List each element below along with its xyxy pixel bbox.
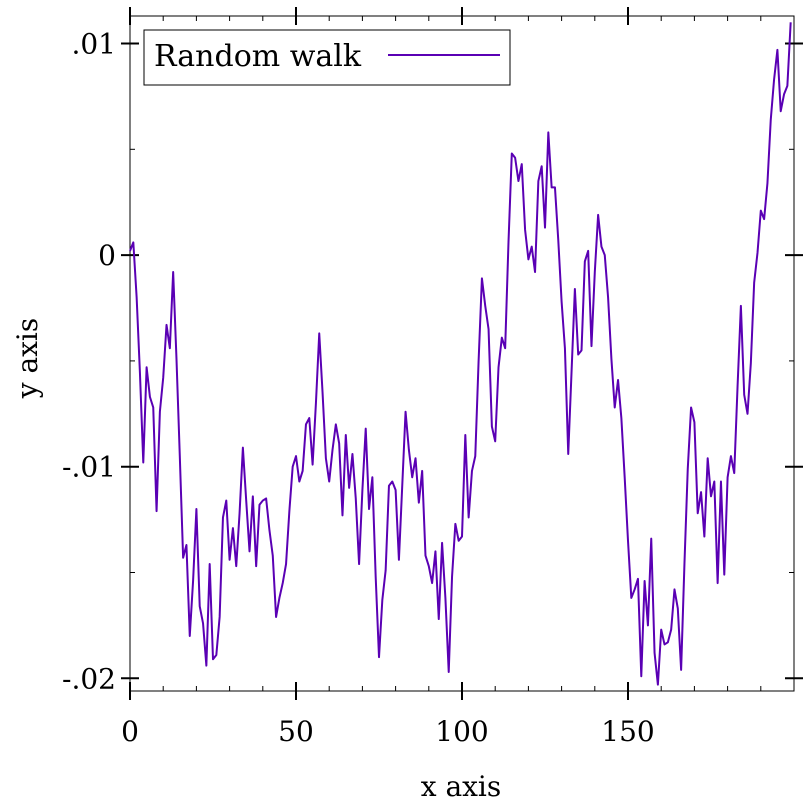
- legend: Random walk: [143, 29, 511, 86]
- x-tick-label: 150: [601, 715, 654, 748]
- y-axis-title: y axis: [11, 318, 44, 400]
- axis-ticks: [121, 7, 803, 700]
- series-line: [129, 22, 792, 686]
- y-tick-label: 0: [98, 239, 116, 272]
- plot-frame: [129, 15, 795, 692]
- tick-labels: 0 50 100 150 .01 0 -.01 -.02: [62, 28, 655, 748]
- x-axis-title: x axis: [421, 770, 502, 803]
- y-tick-label: -.01: [62, 451, 116, 484]
- legend-label: Random walk: [154, 39, 362, 74]
- x-tick-label: 100: [435, 715, 488, 748]
- series-layer: [129, 22, 792, 686]
- y-tick-label: -.02: [62, 662, 116, 695]
- x-tick-label: 0: [121, 715, 139, 748]
- legend-box: [143, 29, 511, 86]
- y-tick-label: .01: [71, 28, 116, 61]
- x-tick-label: 50: [278, 715, 314, 748]
